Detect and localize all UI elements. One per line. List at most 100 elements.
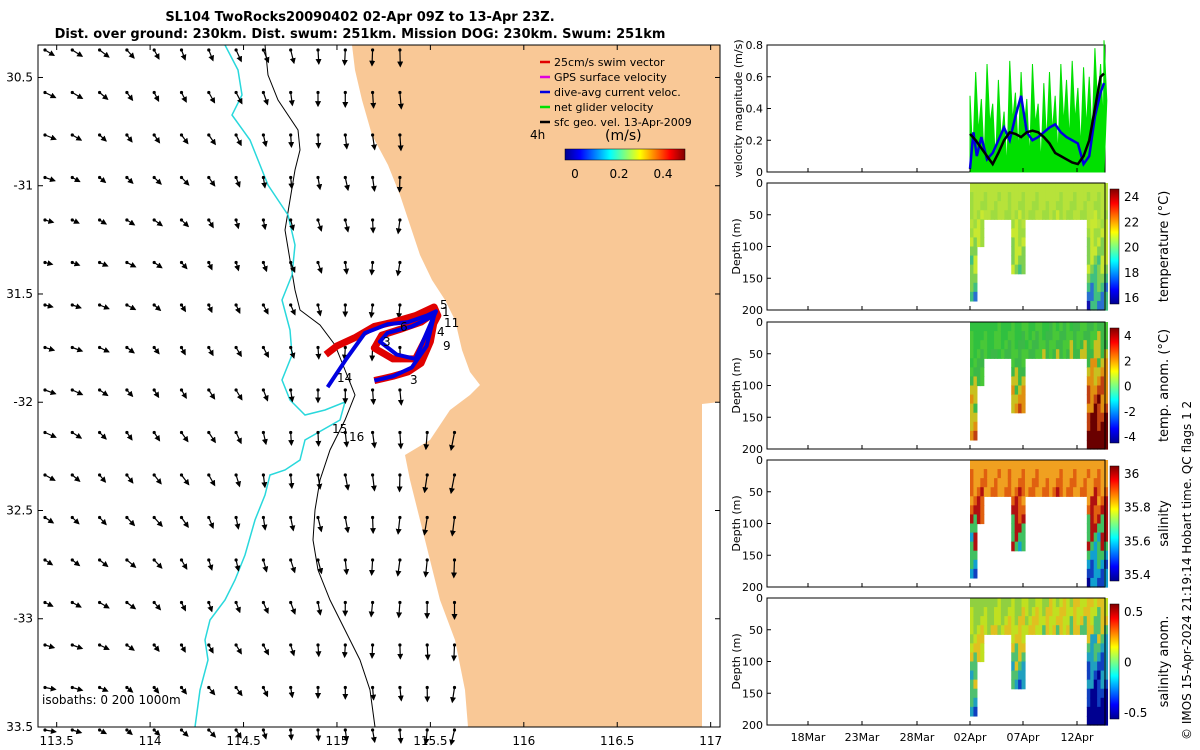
heatmap-cell: [976, 192, 981, 202]
arrow-origin-dot: [207, 728, 211, 732]
heatmap-cell: [1090, 246, 1095, 257]
heatmap-cell: [970, 237, 975, 248]
heatmap-cell: [1049, 201, 1054, 211]
heatmap-cell: [1069, 331, 1074, 341]
heatmap-cell: [1018, 340, 1023, 350]
heatmap-cell: [1069, 210, 1074, 220]
heatmap-cell: [1069, 478, 1074, 488]
heatmap-cell: [1093, 532, 1098, 543]
heatmap-cell: [1076, 460, 1081, 470]
arrow-origin-dot: [179, 218, 184, 222]
arrow-origin-dot: [289, 600, 293, 605]
heatmap-cell: [1104, 192, 1109, 202]
heatmap-cell: [1062, 183, 1067, 193]
heatmap-cell: [1021, 394, 1026, 405]
heatmap-cell: [1052, 607, 1057, 617]
heatmap-cell: [973, 460, 978, 470]
arrow-origin-dot: [234, 558, 238, 562]
arrow-origin-dot: [152, 133, 156, 137]
heatmap-cell: [1097, 670, 1102, 681]
heatmap-cell: [1097, 331, 1102, 341]
heatmap-cell: [1073, 183, 1078, 193]
heatmap-cell: [1035, 487, 1040, 497]
heatmap-cell: [1021, 487, 1026, 497]
velocity-arrow: [153, 559, 163, 569]
heatmap-cell: [1076, 616, 1081, 626]
heatmap-cell: [1062, 460, 1067, 470]
velocity-arrow: [288, 389, 295, 403]
heatmap-cell: [1066, 192, 1071, 202]
heatmap-cell: [1038, 598, 1043, 608]
heatmap-cell: [1093, 322, 1098, 332]
heatmap-cell: [1086, 340, 1091, 350]
heatmap-cell: [1100, 514, 1105, 525]
heatmap-cell: [1042, 625, 1047, 635]
heatmap-cell: [1045, 478, 1050, 488]
heatmap-cell: [1011, 183, 1016, 193]
heatmap-cell: [970, 219, 975, 229]
arrow-origin-dot: [179, 388, 184, 392]
heatmap-cell: [1093, 577, 1098, 588]
heatmap-cell: [1076, 210, 1081, 220]
heatmap-cell: [1086, 376, 1091, 387]
arrow-origin-dot: [316, 345, 320, 350]
heatmap-cell: [1031, 201, 1036, 211]
heatmap-cell: [1004, 192, 1009, 202]
arrow-origin-dot: [289, 388, 293, 392]
velocity-arrow: [261, 177, 268, 189]
heatmap-cell: [973, 634, 978, 644]
arrow-origin-dot: [343, 345, 347, 350]
heatmap-cell: [973, 228, 978, 239]
heatmap-cell: [1079, 607, 1084, 617]
heatmap-cell: [970, 358, 975, 368]
heatmap-cell: [1004, 201, 1009, 211]
heatmap-cell: [1097, 559, 1102, 570]
heatmap-cell: [1018, 228, 1023, 239]
colorbar-label: salinity anom.: [1157, 616, 1172, 708]
heatmap-cell: [1076, 349, 1081, 359]
heatmap-cell: [1028, 192, 1033, 202]
heatmap-cell: [1024, 192, 1030, 202]
colorbar-tick-label: 35.8: [1124, 501, 1151, 515]
heatmap-cell: [1011, 541, 1016, 552]
heatmap-cell: [970, 688, 975, 699]
heatmap-cell: [1069, 607, 1074, 617]
heatmap-cell: [1045, 460, 1050, 470]
heatmap-cell: [1014, 541, 1019, 552]
velocity-arrow: [235, 602, 241, 614]
heatmap-cell: [997, 598, 1002, 608]
track-label: 11: [444, 316, 459, 330]
heatmap-cell: [997, 331, 1002, 341]
heatmap-cell: [970, 430, 975, 441]
heatmap-cell: [1055, 201, 1060, 211]
heatmap-cell: [1007, 331, 1012, 341]
velocity-arrow: [71, 431, 83, 439]
heatmap-cell: [1021, 496, 1026, 506]
heatmap-cell: [970, 331, 975, 341]
arrow-origin-dot: [343, 90, 347, 95]
arrow-origin-dot: [425, 728, 429, 732]
heatmap-cell: [1100, 394, 1105, 405]
velocity-arrow: [396, 602, 403, 619]
heatmap-cell: [1024, 201, 1030, 211]
heatmap-cell: [1059, 487, 1064, 497]
heatmap-cell: [1049, 616, 1054, 626]
heatmap-cell: [1062, 469, 1067, 479]
heatmap-cell: [983, 625, 988, 635]
velocity-arrow: [44, 685, 57, 692]
map-title-line1: SL104 TwoRocks20090402 02-Apr 09Z to 13-…: [165, 10, 555, 25]
heatmap-cell: [1069, 460, 1074, 470]
arrow-origin-dot: [425, 600, 429, 605]
heatmap-cell: [1011, 514, 1016, 525]
legend-label: dive-avg current veloc.: [554, 86, 681, 99]
heatmap-cell: [1014, 643, 1019, 654]
arrow-origin-dot: [371, 515, 375, 520]
heatmap-cell: [1045, 607, 1050, 617]
heatmap-cell: [1104, 559, 1109, 570]
heatmap-cell: [973, 487, 978, 497]
heatmap-cell: [1055, 598, 1060, 608]
heatmap-cell: [970, 634, 975, 644]
